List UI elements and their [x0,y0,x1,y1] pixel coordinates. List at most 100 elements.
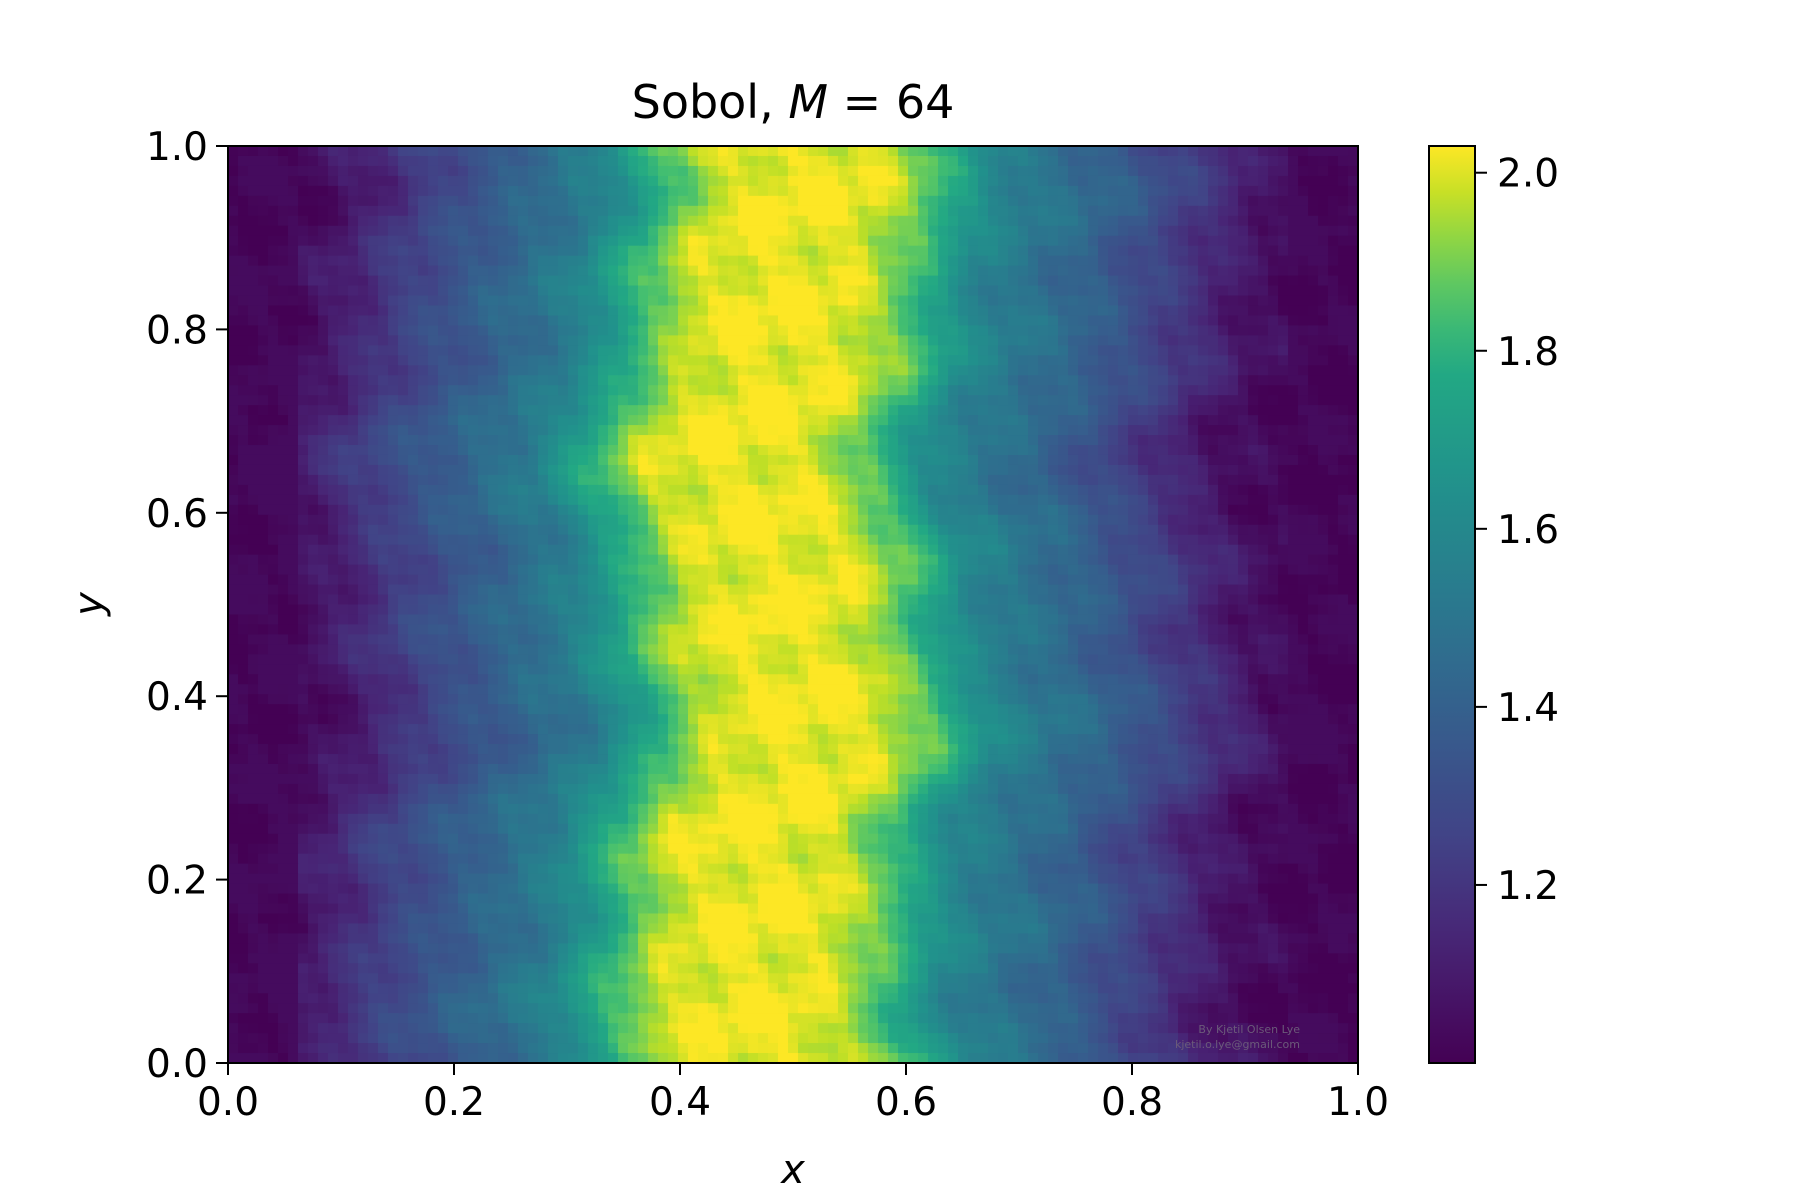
heatmap-cell [1328,235,1339,247]
heatmap-cell [688,195,699,207]
heatmap-cell [798,524,809,536]
heatmap-cell [1058,345,1069,356]
heatmap-cell [818,275,829,287]
heatmap-cell [288,185,299,197]
heatmap-cell [578,255,589,267]
heatmap-cell [718,385,729,396]
heatmap-cell [618,295,629,307]
heatmap-cell [568,445,579,456]
heatmap-cell [508,265,519,277]
heatmap-cell [608,275,619,287]
heatmap-cell [1278,534,1289,546]
heatmap-cell [688,235,699,247]
heatmap-cell [1178,146,1189,157]
heatmap-cell [1198,454,1209,466]
heatmap-cell [688,335,699,346]
heatmap-cell [948,215,959,227]
heatmap-cell [1018,375,1029,386]
heatmap-cell [1258,315,1269,327]
heatmap-cell [838,375,849,386]
heatmap-cell [1208,245,1219,257]
heatmap-cell [1168,454,1179,466]
heatmap-cell [618,175,629,187]
heatmap-cell [558,524,569,536]
heatmap-cell [1238,295,1249,307]
heatmap-cell [528,355,539,366]
heatmap-cell [1058,524,1069,536]
heatmap-cell [1268,165,1279,177]
heatmap-cell [1188,415,1199,426]
heatmap-cell [488,245,499,257]
heatmap-cell [728,365,739,376]
heatmap-cell [1108,454,1119,466]
heatmap-cell [468,325,479,336]
heatmap-cell [1098,225,1109,237]
heatmap-cell [758,504,769,516]
heatmap-cell [268,335,279,346]
heatmap-cell [1258,295,1269,307]
heatmap-cell [708,265,719,277]
heatmap-cell [1198,285,1209,297]
heatmap-cell [718,215,729,227]
heatmap-cell [858,474,869,486]
heatmap-cell [418,454,429,466]
heatmap-cell [1178,195,1189,207]
heatmap-cell [458,185,469,197]
heatmap-cell [928,165,939,177]
heatmap-cell [978,544,989,556]
heatmap-cell [1348,355,1358,366]
heatmap-cell [1308,365,1319,376]
heatmap-cell [808,355,819,366]
heatmap-cell [338,285,349,297]
heatmap-cell [528,484,539,496]
heatmap-cell [1328,365,1339,376]
heatmap-cell [908,544,919,556]
heatmap-cell [1038,544,1049,556]
heatmap-cell [698,435,709,446]
heatmap-cell [418,205,429,217]
heatmap-cell [418,494,429,506]
heatmap-cell [1058,265,1069,277]
heatmap-cell [438,285,449,297]
heatmap-cell [1148,315,1159,327]
heatmap-cell [1168,325,1179,336]
heatmap-cell [448,275,459,287]
heatmap-cell [808,445,819,456]
heatmap-cell [668,215,679,227]
heatmap-cell [1118,235,1129,247]
heatmap-cell [598,285,609,297]
heatmap-cell [688,564,699,576]
heatmap-cell [1148,355,1159,366]
heatmap-cell [1188,325,1199,336]
heatmap-cell [758,345,769,356]
heatmap-cell [548,195,559,207]
heatmap-cell [618,415,629,426]
heatmap-cell [1148,484,1159,496]
heatmap-cell [228,225,239,237]
heatmap-cell [1228,365,1239,376]
heatmap-cell [978,375,989,386]
heatmap-cell [678,415,689,426]
heatmap-cell [1288,295,1299,307]
heatmap-cell [798,484,809,496]
heatmap-cell [1078,265,1089,277]
heatmap-cell [1328,405,1339,416]
heatmap-cell [1098,415,1109,426]
heatmap-cell [1238,155,1249,167]
heatmap-cell [888,435,899,446]
heatmap-cell [1288,325,1299,336]
heatmap-cell [1048,285,1059,297]
heatmap-cell [1258,146,1269,157]
heatmap-cell [288,295,299,307]
heatmap-cell [328,504,339,516]
heatmap-cell [418,464,429,476]
heatmap-cell [328,245,339,257]
heatmap-cell [498,464,509,476]
heatmap-cell [238,514,249,526]
heatmap-cell [608,285,619,297]
heatmap-cell [868,315,879,327]
heatmap-cell [1348,235,1358,247]
heatmap-cell [548,385,559,396]
heatmap-cell [928,355,939,366]
heatmap-cell [1338,315,1349,327]
